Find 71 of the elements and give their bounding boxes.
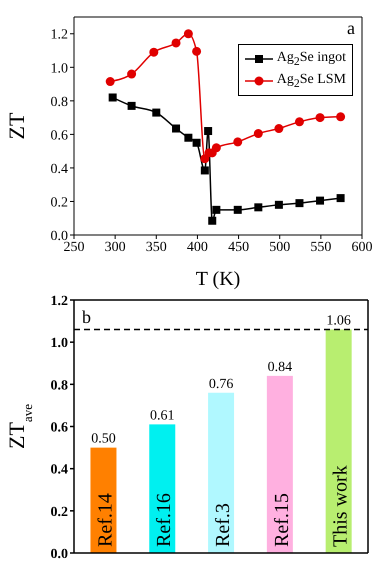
x-tick-label: 350 <box>146 240 167 255</box>
x-tick-label: 500 <box>269 240 290 255</box>
point <box>254 129 263 138</box>
point <box>172 124 180 133</box>
x-axis-title: T (K) <box>196 268 240 290</box>
point <box>108 93 117 102</box>
point <box>192 138 201 147</box>
annotation: b <box>82 307 91 328</box>
point <box>336 194 345 202</box>
y-tick-label: 1.0 <box>50 336 68 352</box>
y-tick-label: 0.6 <box>50 420 68 436</box>
bar <box>90 448 116 553</box>
y-axis-title: ZT <box>4 112 29 140</box>
point <box>184 29 193 38</box>
point <box>316 196 324 205</box>
point <box>172 38 181 48</box>
x-tick-label: 250 <box>64 240 84 255</box>
x-tick-label: 450 <box>228 240 250 255</box>
point <box>254 203 262 212</box>
data-label: 0.84 <box>268 360 292 375</box>
point <box>184 134 192 142</box>
point <box>212 206 220 214</box>
point <box>128 102 136 110</box>
x-tick-label: Ref.15 <box>270 493 293 547</box>
point <box>295 199 304 208</box>
x-tick-label: Ref.3 <box>212 503 234 547</box>
y-tick-label: 0.4 <box>50 462 68 478</box>
y-tick-label: 0.8 <box>50 378 68 394</box>
point <box>294 117 304 126</box>
y-tick-label: 0.8 <box>50 94 68 110</box>
point <box>316 113 325 122</box>
point <box>233 137 242 146</box>
legend-label: Ag$_{2}$Se LSM <box>276 72 346 90</box>
y-tick-label: 0.0 <box>50 546 68 562</box>
y-tick-label: 0.6 <box>50 128 68 144</box>
y-tick-label: 0.4 <box>50 162 68 177</box>
y-tick-label: 1.2 <box>50 28 68 43</box>
point <box>149 48 158 57</box>
data-label: 0.76 <box>208 376 234 392</box>
point <box>234 206 242 214</box>
point <box>152 108 160 117</box>
data-label: 0.61 <box>150 408 175 424</box>
point <box>192 46 202 56</box>
data-label: 0.50 <box>91 432 116 447</box>
y-tick-label: 0.2 <box>50 195 68 210</box>
bar <box>208 392 234 553</box>
x-tick-label: Ref.16 <box>153 493 176 547</box>
point <box>106 77 115 86</box>
data-label: 1.06 <box>326 314 351 329</box>
bar <box>326 330 352 553</box>
bar <box>149 424 176 553</box>
point <box>274 200 283 209</box>
x-tick-label: 400 <box>186 240 208 255</box>
y-tick-label: 1.0 <box>50 61 68 76</box>
y-tick-label: 0.2 <box>50 504 68 520</box>
x-tick-label: 300 <box>104 240 126 255</box>
point <box>274 124 284 134</box>
legend-label: Ag$_{2}$Se ingot <box>276 50 346 68</box>
x-tick-label: 550 <box>310 240 332 255</box>
x-tick-label: This work <box>330 465 352 547</box>
x-tick-label: Ref.14 <box>94 493 116 547</box>
point <box>208 216 216 225</box>
x-tick-label: 600 <box>352 240 372 255</box>
point <box>200 166 209 174</box>
point <box>127 70 136 79</box>
annotation: a <box>347 18 355 39</box>
point <box>204 127 212 136</box>
bar <box>266 376 293 553</box>
y-tick-label: 1.2 <box>50 294 68 309</box>
point <box>212 143 221 152</box>
point <box>336 112 346 122</box>
